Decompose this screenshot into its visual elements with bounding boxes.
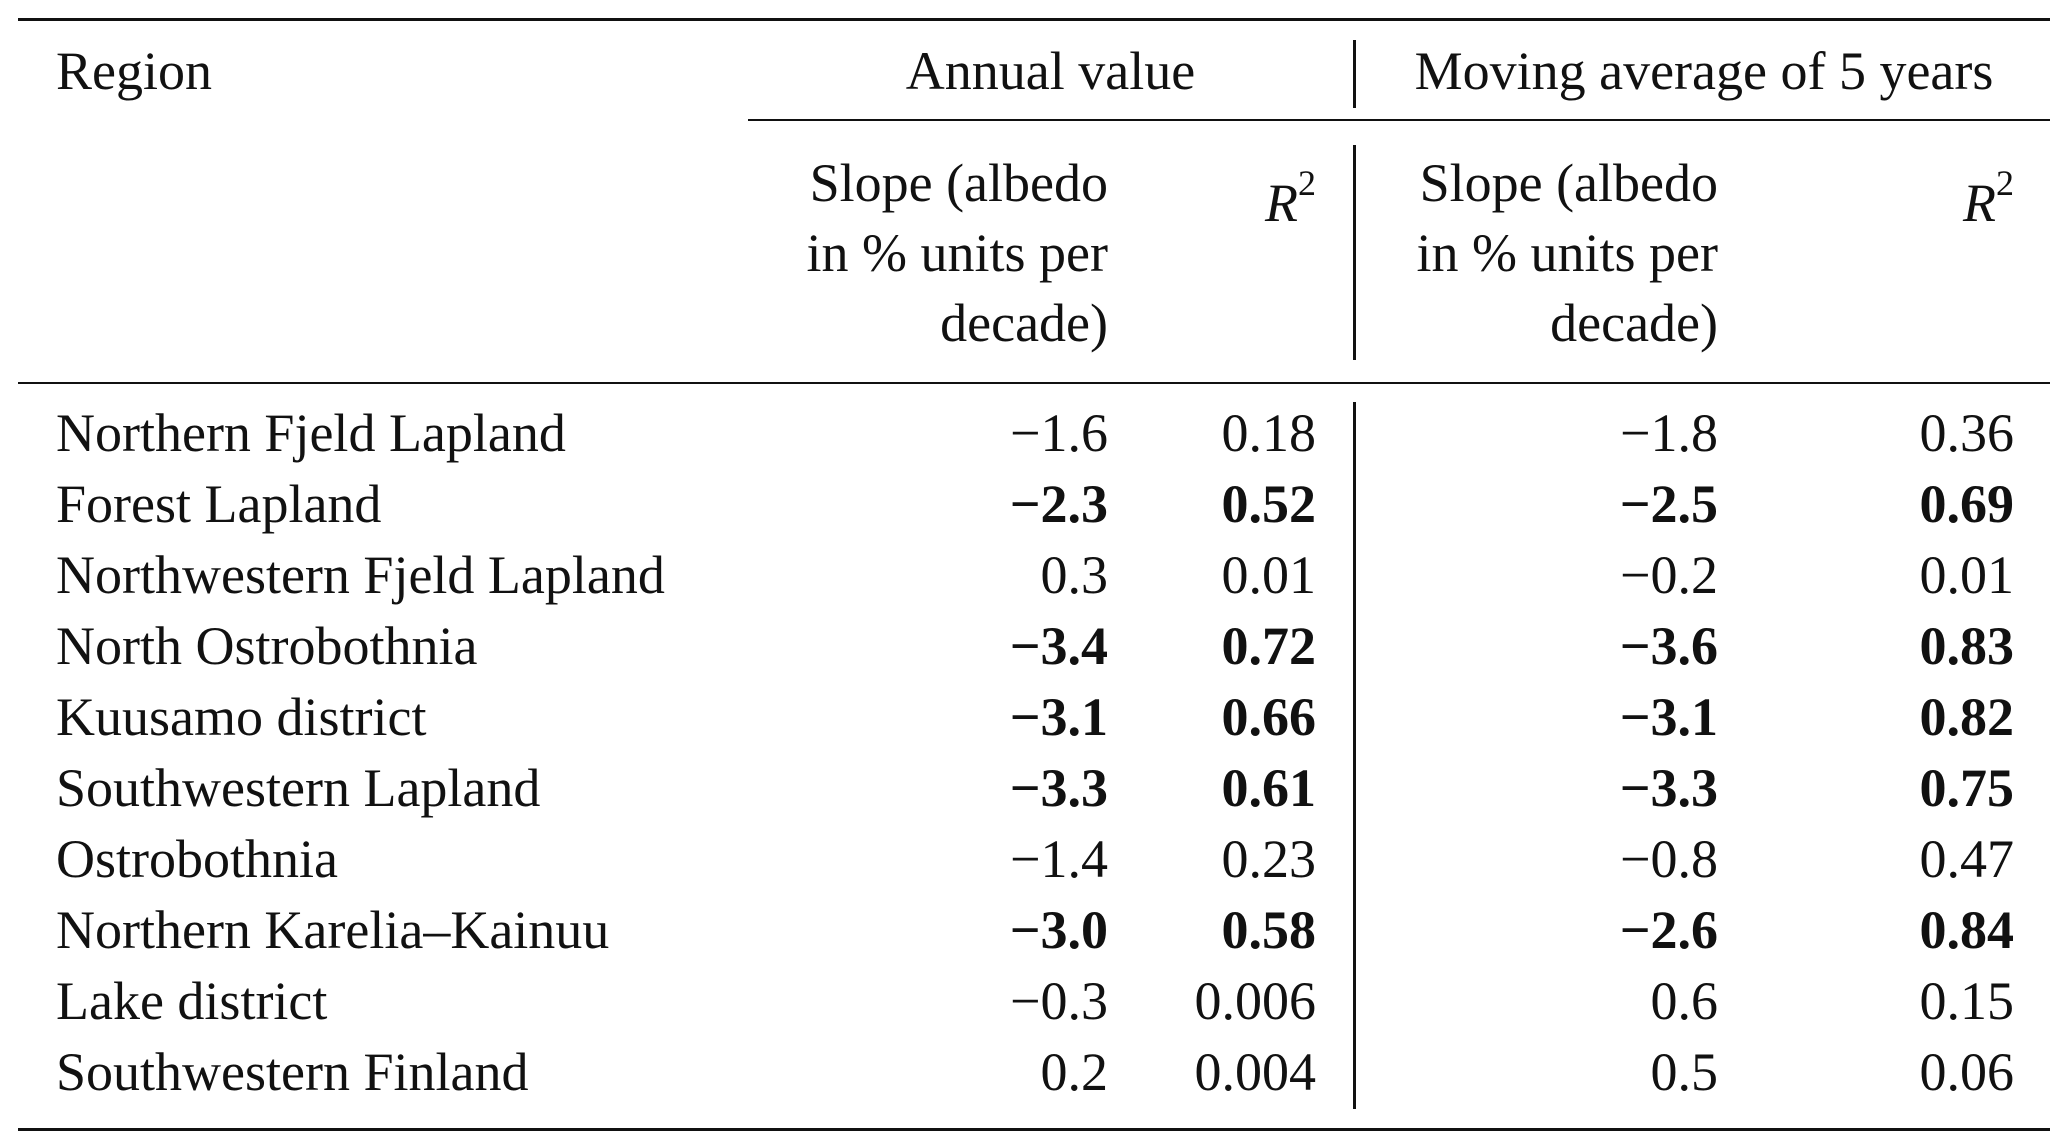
- cell-annual-slope: −1.4: [1010, 829, 1108, 889]
- cell-annual-r2: 0.61: [1221, 758, 1317, 818]
- body-separator: [1353, 402, 1356, 1109]
- cell-moving-slope: −2.5: [1619, 474, 1718, 534]
- header-region: Region: [56, 41, 212, 101]
- cell-region: Northern Fjeld Lapland: [56, 403, 566, 463]
- cell-annual-r2: 0.18: [1221, 403, 1317, 463]
- cell-moving-slope: −1.8: [1620, 403, 1718, 463]
- cell-annual-slope: −3.0: [1009, 900, 1108, 960]
- header-separator: [1353, 145, 1356, 360]
- cell-annual-slope: −3.3: [1009, 758, 1108, 818]
- cell-annual-r2: 0.66: [1221, 687, 1317, 747]
- bottom-rule: [18, 1128, 2050, 1131]
- cell-annual-slope: −1.6: [1010, 403, 1108, 463]
- cell-moving-slope: −3.6: [1619, 616, 1718, 676]
- cell-annual-slope: 0.3: [1040, 545, 1109, 605]
- cell-moving-r2: 0.69: [1919, 474, 2015, 534]
- header-annual-slope-line-2: in % units per: [806, 223, 1108, 283]
- header-annual-r2: R2: [1150, 148, 1316, 238]
- header-annual-slope-line-1: Slope (albedo: [809, 153, 1108, 213]
- cell-annual-r2: 0.52: [1221, 474, 1317, 534]
- cell-annual-r2: 0.23: [1221, 829, 1317, 889]
- cell-annual-r2: 0.58: [1221, 900, 1317, 960]
- cell-region: Forest Lapland: [56, 474, 382, 534]
- cell-moving-r2: 0.01: [1919, 545, 2015, 605]
- cell-moving-r2: 0.06: [1919, 1042, 2015, 1102]
- header-annual-slope-line-3: decade): [940, 293, 1108, 353]
- cell-region: Northern Karelia–Kainuu: [56, 900, 610, 960]
- cell-moving-r2: 0.75: [1919, 758, 2015, 818]
- cell-annual-r2: 0.004: [1194, 1042, 1317, 1102]
- cell-moving-slope: 0.5: [1650, 1042, 1719, 1102]
- cell-moving-r2: 0.36: [1919, 403, 2015, 463]
- cell-moving-slope: −3.3: [1619, 758, 1718, 818]
- cell-moving-r2: 0.84: [1919, 900, 2015, 960]
- cell-region: Southwestern Lapland: [56, 758, 541, 818]
- cell-moving-r2: 0.83: [1919, 616, 2015, 676]
- r2-exponent: 2: [1996, 163, 2014, 203]
- cell-annual-slope: −0.3: [1010, 971, 1108, 1031]
- header-moving-r2: R2: [1840, 148, 2014, 238]
- cell-annual-slope: −3.4: [1009, 616, 1108, 676]
- top-rule: [18, 18, 2050, 21]
- cell-moving-slope: −0.8: [1620, 829, 1718, 889]
- header-moving-slope-line-3: decade): [1550, 293, 1718, 353]
- cell-annual-slope: −3.1: [1009, 687, 1108, 747]
- group-separator-top: [1353, 40, 1356, 108]
- cell-region: Ostrobothnia: [56, 829, 338, 889]
- header-bottom-rule: [18, 382, 2050, 384]
- cell-moving-slope: −0.2: [1620, 545, 1718, 605]
- cell-annual-slope: −2.3: [1009, 474, 1108, 534]
- cell-region: Kuusamo district: [56, 687, 427, 747]
- cell-moving-r2: 0.47: [1919, 829, 2015, 889]
- r2-exponent: 2: [1298, 163, 1316, 203]
- r2-base: R: [1265, 173, 1298, 233]
- cell-moving-slope: 0.6: [1650, 971, 1719, 1031]
- header-moving-slope-line-2: in % units per: [1416, 223, 1718, 283]
- cell-region: Northwestern Fjeld Lapland: [56, 545, 665, 605]
- cell-moving-r2: 0.15: [1919, 971, 2015, 1031]
- cell-region: Southwestern Finland: [56, 1042, 529, 1102]
- cell-annual-r2: 0.72: [1221, 616, 1317, 676]
- cell-region: Lake district: [56, 971, 328, 1031]
- cell-annual-r2: 0.006: [1194, 971, 1317, 1031]
- header-moving-slope-line-1: Slope (albedo: [1419, 153, 1718, 213]
- cell-annual-r2: 0.01: [1221, 545, 1317, 605]
- group-underline: [748, 119, 2050, 121]
- cell-moving-r2: 0.82: [1919, 687, 2015, 747]
- cell-moving-slope: −2.6: [1619, 900, 1718, 960]
- cell-annual-slope: 0.2: [1040, 1042, 1109, 1102]
- header-moving-average: Moving average of 5 years: [1414, 41, 1994, 101]
- cell-region: North Ostrobothnia: [56, 616, 478, 676]
- header-annual-value: Annual value: [905, 41, 1196, 101]
- r2-base: R: [1963, 173, 1996, 233]
- cell-moving-slope: −3.1: [1619, 687, 1718, 747]
